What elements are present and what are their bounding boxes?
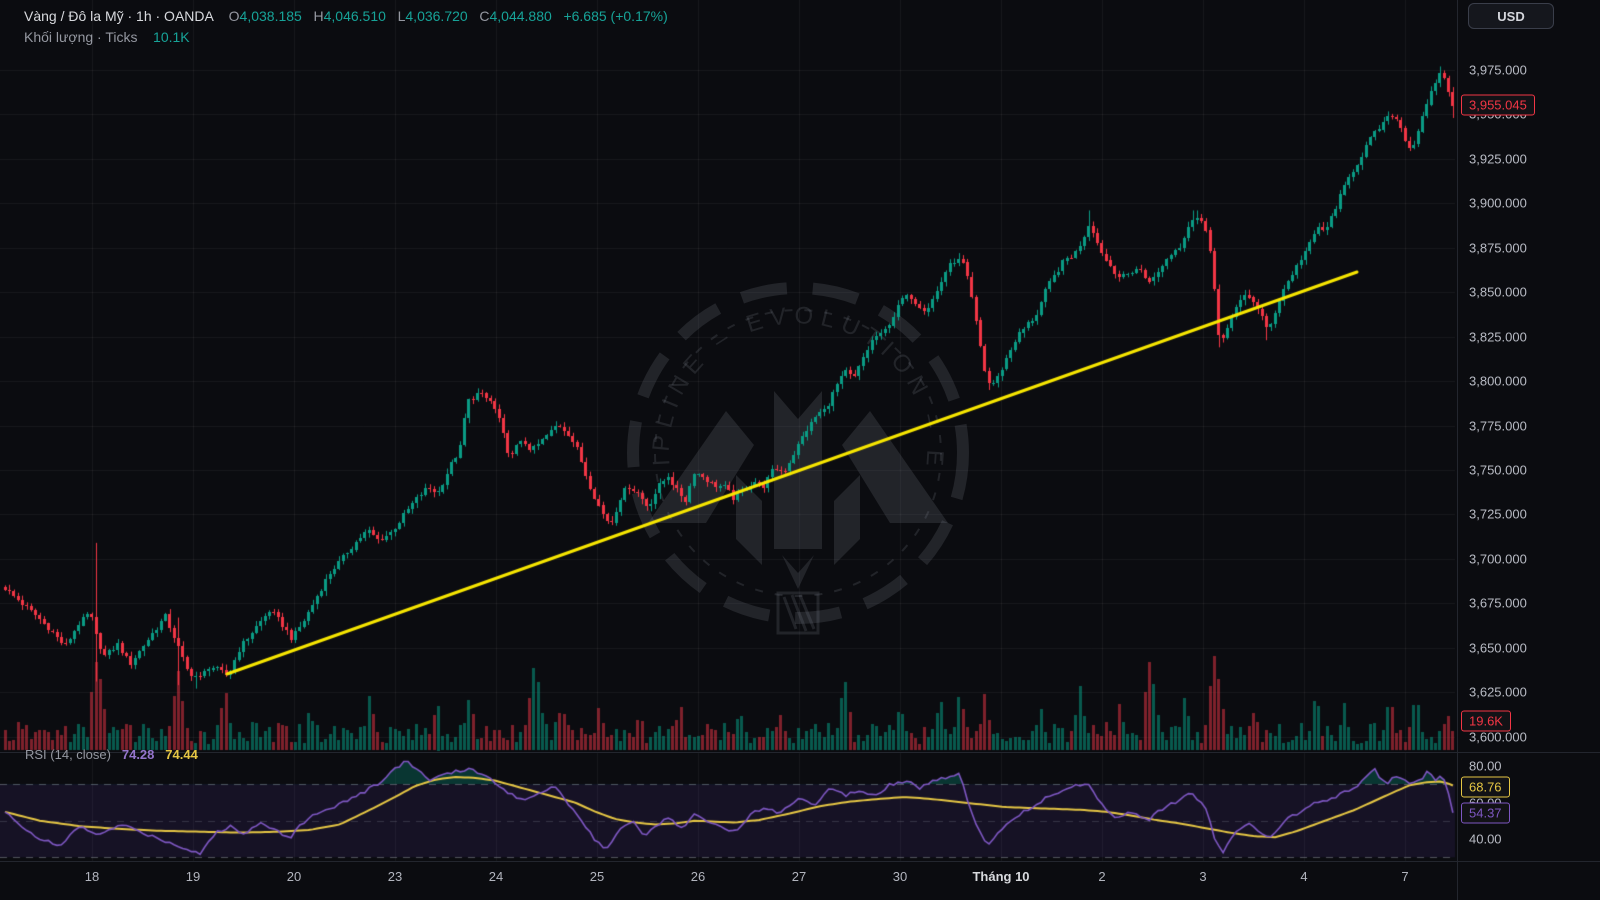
last-price-badge: 3,955.045 [1461,94,1535,116]
pane-divider-rsi-time [0,861,1600,862]
price-axis-label[interactable]: 3,825.000 [1469,329,1527,345]
high-value: 4,046.510 [323,8,386,24]
price-axis-label[interactable]: 3,750.000 [1469,462,1527,478]
rsi-legend[interactable]: RSI (14, close) 74.28 74.44 [25,747,198,762]
price-axis-label[interactable]: 3,900.000 [1469,195,1527,211]
volume-row[interactable]: Khối lượng · Ticks 10.1K [24,27,668,48]
rsi-title[interactable]: RSI (14, close) [25,747,111,762]
time-axis-label[interactable]: 4 [1300,869,1308,884]
low-value: 4,036.720 [405,8,468,24]
time-axis-label[interactable]: 2 [1098,869,1106,884]
last-volume-badge: 19.6K [1461,710,1511,732]
time-axis-label[interactable]: 3 [1199,869,1207,884]
high-label: H [313,8,324,24]
open-label: O [228,8,240,24]
close-value: 4,044.880 [489,8,552,24]
time-axis-label[interactable]: 26 [690,869,706,884]
rsi-value-badge: 54.37 [1461,802,1510,824]
time-axis-label[interactable]: 18 [84,869,100,884]
symbol-row[interactable]: Vàng / Đô la Mỹ · 1h · OANDA O4,038.185 … [24,6,668,27]
volume-value: 10.1K [153,29,190,45]
price-axis-divider[interactable] [1457,0,1458,900]
time-axis-label[interactable]: 24 [488,869,504,884]
price-axis-label[interactable]: 3,975.000 [1469,62,1527,78]
rsi-value: 74.28 [121,747,155,762]
price-axis-label[interactable]: 3,850.000 [1469,284,1527,300]
time-axis-label[interactable]: 27 [791,869,807,884]
time-axis-label[interactable]: 19 [185,869,201,884]
pane-divider-main-rsi[interactable] [0,752,1600,753]
price-axis-label[interactable]: 3,800.000 [1469,373,1527,389]
time-axis-label[interactable]: 7 [1401,869,1409,884]
price-axis-label[interactable]: 3,600.000 [1469,729,1527,745]
price-axis-label[interactable]: 3,700.000 [1469,551,1527,567]
time-axis-label[interactable]: 25 [589,869,605,884]
rsi-axis-label[interactable]: 40.00 [1469,831,1502,847]
price-axis-label[interactable]: 3,650.000 [1469,640,1527,656]
currency-toggle-button[interactable]: USD [1468,3,1554,29]
rsi-axis-label[interactable]: 80.00 [1469,758,1502,774]
close-label: C [479,8,490,24]
rsi-value-badge: 68.76 [1461,776,1510,797]
price-axis-label[interactable]: 3,625.000 [1469,684,1527,700]
time-axis-label[interactable]: 23 [387,869,403,884]
time-axis-label[interactable]: 30 [892,869,908,884]
price-axis-label[interactable]: 3,875.000 [1469,240,1527,256]
change-value: +6.685 (+0.17%) [563,8,668,24]
volume-label: Khối lượng · Ticks [24,29,138,45]
low-label: L [397,8,406,24]
price-axis-label[interactable]: 3,725.000 [1469,506,1527,522]
price-axis-label[interactable]: 3,775.000 [1469,418,1527,434]
open-value: 4,038.185 [239,8,302,24]
time-axis-label[interactable]: 20 [286,869,302,884]
symbol-title[interactable]: Vàng / Đô la Mỹ · 1h · OANDA [24,8,214,24]
price-axis-label[interactable]: 3,675.000 [1469,595,1527,611]
price-axis-label[interactable]: 3,925.000 [1469,151,1527,167]
rsi-ma-value: 74.44 [165,747,198,762]
legend: Vàng / Đô la Mỹ · 1h · OANDA O4,038.185 … [24,6,668,48]
time-axis-label[interactable]: Tháng 10 [972,869,1030,884]
